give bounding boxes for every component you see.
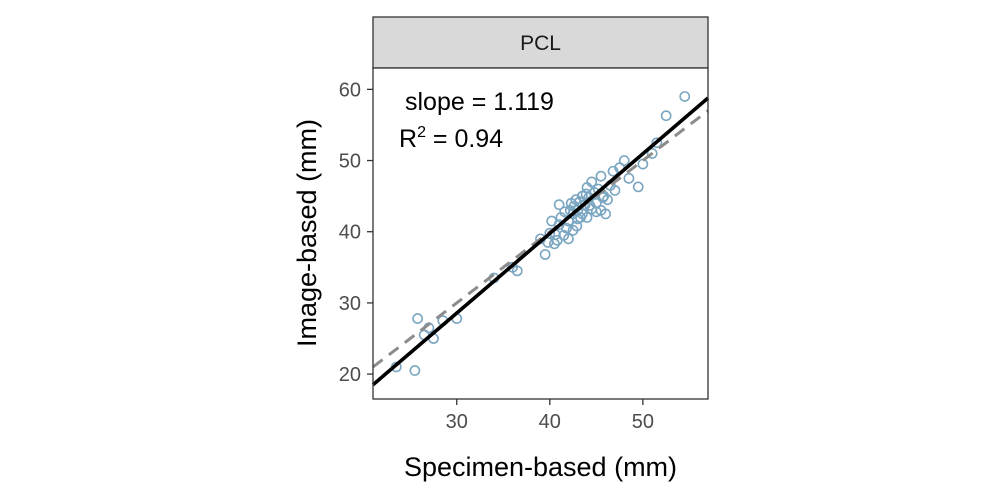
data-point — [632, 181, 644, 193]
data-point — [600, 208, 612, 220]
data-point — [580, 188, 592, 200]
y-tick-label: 30 — [339, 293, 361, 315]
regression-line — [371, 96, 710, 387]
data-point — [553, 199, 565, 211]
x-axis: 30 40 50 — [446, 399, 654, 433]
x-axis-title: Specimen-based (mm) — [404, 452, 677, 482]
y-axis-title: Image-based (mm) — [292, 119, 322, 347]
data-point — [586, 176, 598, 188]
identity-line — [372, 109, 709, 369]
y-tick-label: 40 — [339, 222, 361, 244]
data-point — [559, 206, 571, 218]
data-point — [563, 233, 574, 245]
slope-annotation: slope = 1.119 — [405, 88, 554, 116]
y-tick-label: 50 — [339, 151, 361, 173]
data-point — [618, 155, 630, 166]
data-point — [581, 212, 593, 223]
lines-layer — [371, 96, 710, 387]
facet-strip — [372, 16, 709, 69]
data-point — [412, 313, 424, 324]
data-point — [651, 137, 663, 149]
x-tick-label: 30 — [446, 411, 468, 433]
y-axis: 20 30 40 50 60 — [339, 79, 373, 386]
r2-value: = 0.94 — [426, 125, 503, 153]
x-tick-label: 50 — [632, 411, 654, 433]
y-tick-label: 20 — [339, 364, 361, 386]
data-point — [539, 249, 551, 260]
x-tick-label: 40 — [539, 411, 561, 433]
data-point — [679, 91, 691, 102]
data-point — [561, 222, 572, 234]
r2-superscript: 2 — [417, 124, 426, 141]
data-point — [595, 170, 607, 182]
data-point — [646, 148, 658, 159]
data-point — [544, 227, 556, 239]
data-point — [609, 185, 621, 196]
data-point — [575, 212, 586, 223]
data-point — [623, 172, 635, 184]
data-point — [660, 110, 672, 122]
data-point — [409, 365, 421, 376]
y-tick-label: 60 — [339, 79, 361, 101]
panel-border — [372, 67, 709, 400]
r2-annotation: R2 = 0.94 — [399, 124, 503, 153]
data-point — [511, 265, 523, 277]
facet-strip-label: PCL — [520, 32, 561, 55]
data-point — [571, 220, 583, 232]
r2-prefix: R — [399, 125, 417, 153]
